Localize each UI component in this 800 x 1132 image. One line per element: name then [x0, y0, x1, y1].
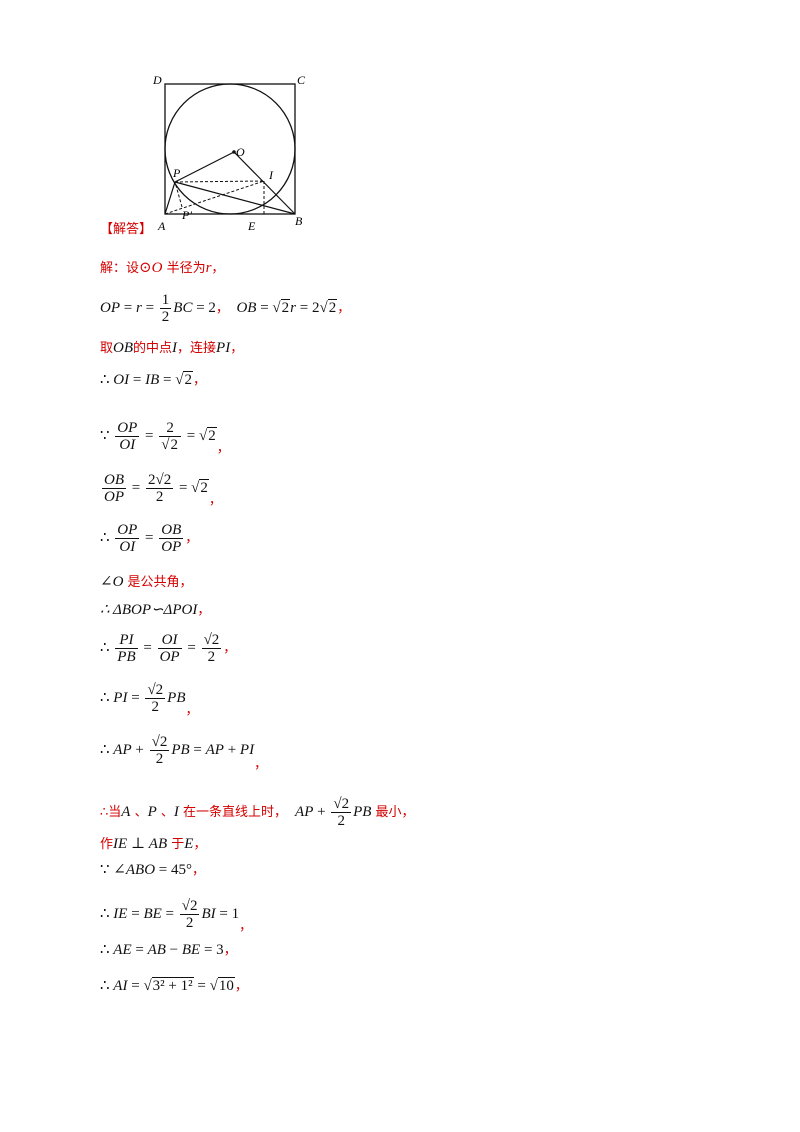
- label-o: O: [236, 145, 245, 159]
- line-12: ∴ AP + √2 2 PB = AP + PI，: [100, 734, 268, 772]
- line-16: ∴ IE = BE = √2 2 BI = 1，: [100, 898, 253, 934]
- label-p: P: [172, 166, 181, 180]
- geometry-figure: D C O P I A P' E B: [152, 73, 306, 233]
- line-4: ∴ OI = IB = √2，: [100, 371, 206, 388]
- label-p-prime: P': [181, 208, 192, 222]
- line-15: ∵ ∠ABO = 45°，: [100, 862, 206, 878]
- circle-o: [164, 83, 296, 215]
- line-18: ∴ AI = √3² + 1² = √10，: [100, 977, 248, 994]
- label-a: A: [157, 219, 166, 233]
- point-o: [232, 150, 236, 154]
- line-7: ∴ OP OI = OB OP，: [100, 522, 199, 555]
- segment-ap: [164, 181, 176, 215]
- line-14: 作IE ⊥ AB 于E，: [100, 836, 207, 852]
- label-d: D: [152, 73, 162, 87]
- line-5: ∵ OP OI = 2 √2 = √2，: [100, 420, 230, 456]
- label-c: C: [297, 73, 306, 87]
- segment-p1-dashed: [174, 181, 183, 208]
- label-i: I: [268, 168, 274, 182]
- line-2: OP = r = 1 2 BC = 2， OB = √2r = 2√2，: [100, 292, 351, 325]
- line-1: 解：设⊙O 半径为r，: [100, 260, 225, 276]
- label-b: B: [295, 214, 303, 228]
- line-6: OB OP = 2√2 2 = √2，: [102, 472, 222, 508]
- line-13: ∴当A 、P 、I 在一条直线上时， AP + √2 2 PB 最小，: [100, 796, 415, 829]
- segment-pi-dashed: [174, 180, 265, 183]
- line-10: ∴ PI PB = OI OP = √2 2，: [100, 632, 237, 665]
- line-17: ∴ AE = AB − BE = 3，: [100, 942, 237, 958]
- line-9: ∴ ΔBOP∽ΔPOI，: [100, 602, 211, 618]
- solution-heading: 【解答】: [100, 222, 153, 237]
- line-11: ∴ PI = √2 2 PB，: [100, 682, 199, 718]
- segment-pb: [174, 181, 296, 215]
- label-e: E: [247, 219, 256, 233]
- segment-op: [174, 151, 235, 183]
- line-3: 取OB的中点I，连接PI，: [100, 340, 244, 356]
- segment-ai-dashed: [164, 180, 265, 215]
- line-8: ∠O 是公共角，: [100, 574, 193, 590]
